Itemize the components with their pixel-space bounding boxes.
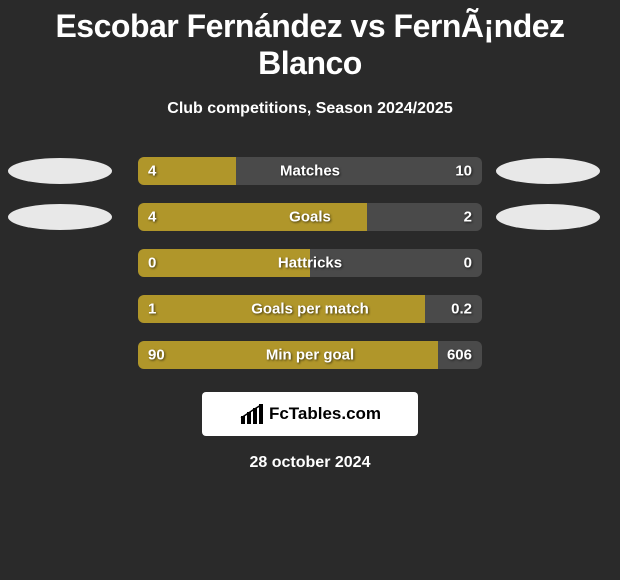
stat-bar: Goals 4 2 — [138, 203, 482, 231]
stat-bar: Hattricks 0 0 — [138, 249, 482, 277]
stat-label: Matches — [280, 163, 340, 180]
stat-value-right: 0.2 — [451, 301, 472, 318]
player-oval-right — [496, 204, 600, 230]
stat-label: Goals — [289, 209, 331, 226]
player-oval-right — [496, 158, 600, 184]
stat-value-right: 0 — [464, 255, 472, 272]
comparison-title: Escobar Fernández vs FernÃ¡ndez Blanco — [0, 0, 620, 82]
stat-label: Goals per match — [251, 301, 369, 318]
stat-row: Goals 4 2 — [0, 194, 620, 240]
comparison-subtitle: Club competitions, Season 2024/2025 — [0, 100, 620, 118]
stat-value-right: 2 — [464, 209, 472, 226]
fctables-logo: FcTables.com — [202, 392, 418, 436]
chart-icon — [239, 402, 265, 426]
stat-bar: Matches 4 10 — [138, 157, 482, 185]
logo-text: FcTables.com — [269, 404, 381, 424]
stat-label: Hattricks — [278, 255, 342, 272]
stat-bar: Min per goal 90 606 — [138, 341, 482, 369]
stat-value-right: 10 — [455, 163, 472, 180]
stat-value-left: 4 — [148, 209, 156, 226]
player-oval-left — [8, 158, 112, 184]
stat-label: Min per goal — [266, 347, 354, 364]
stats-rows: Matches 4 10 Goals 4 2 Hattricks 0 0 Goals per ma… — [0, 148, 620, 378]
stat-value-left: 0 — [148, 255, 156, 272]
stat-bar: Goals per match 1 0.2 — [138, 295, 482, 323]
stat-row: Min per goal 90 606 — [0, 332, 620, 378]
stat-value-right: 606 — [447, 347, 472, 364]
stat-row: Goals per match 1 0.2 — [0, 286, 620, 332]
bar-segment-right — [236, 157, 482, 185]
stat-value-left: 1 — [148, 301, 156, 318]
stat-value-left: 90 — [148, 347, 165, 364]
stat-value-left: 4 — [148, 163, 156, 180]
bar-segment-left — [138, 203, 367, 231]
snapshot-date: 28 october 2024 — [0, 454, 620, 472]
stat-row: Hattricks 0 0 — [0, 240, 620, 286]
stat-row: Matches 4 10 — [0, 148, 620, 194]
player-oval-left — [8, 204, 112, 230]
